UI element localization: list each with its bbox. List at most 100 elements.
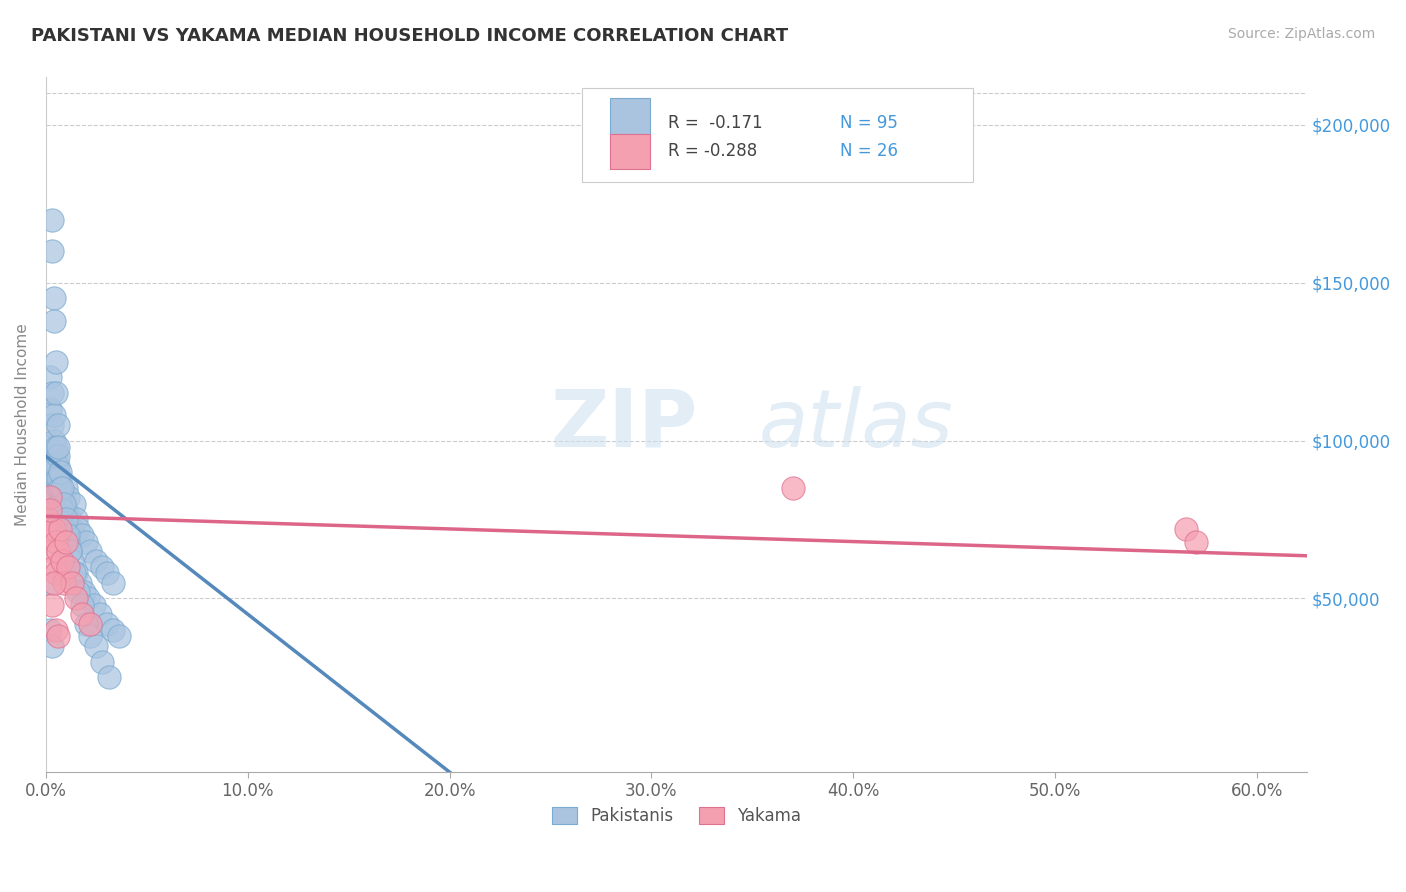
Point (55, 503, 77, 517)
Point (63, 497, 86, 511)
Point (96, 566, 118, 581)
Point (45, 450, 67, 464)
Point (79, 544, 101, 558)
Point (42, 497, 65, 511)
Point (83, 598, 105, 612)
Point (79, 616, 101, 631)
Text: R = -0.288: R = -0.288 (668, 143, 756, 161)
Point (46, 629, 69, 643)
Point (39, 575, 62, 590)
Point (49, 503, 72, 517)
Point (42, 434, 65, 448)
FancyBboxPatch shape (582, 87, 973, 182)
Point (89, 607, 111, 622)
Point (63, 566, 86, 581)
Point (101, 623, 124, 637)
Bar (610, 98, 650, 134)
Point (49, 481, 72, 495)
Point (101, 575, 124, 590)
Point (96, 616, 118, 631)
Point (86, 639, 108, 653)
Point (41, 639, 63, 653)
Point (53, 497, 76, 511)
Point (41, 212, 63, 227)
Point (46, 458, 69, 473)
Point (39, 481, 62, 495)
Point (39, 491, 62, 505)
Point (60, 553, 83, 567)
Point (59, 544, 82, 558)
Y-axis label: Median Household Income: Median Household Income (15, 324, 30, 526)
Point (42, 575, 65, 590)
Point (51, 512, 73, 526)
Point (37, 512, 59, 526)
Point (41, 598, 63, 612)
Text: R =  -0.171: R = -0.171 (668, 114, 762, 132)
Point (39, 623, 62, 637)
Point (56, 528, 79, 542)
Point (42, 292, 65, 306)
Point (45, 503, 67, 517)
Point (41, 417, 63, 432)
Point (51, 553, 73, 567)
Point (51, 503, 73, 517)
Point (60, 575, 83, 590)
Point (69, 575, 91, 590)
Point (39, 440, 62, 454)
Point (41, 244, 63, 258)
Point (55, 528, 77, 542)
Point (67, 522, 90, 536)
Point (46, 440, 69, 454)
Point (45, 458, 67, 473)
Point (782, 481, 804, 495)
Point (42, 512, 65, 526)
Point (65, 512, 87, 526)
Point (39, 401, 62, 416)
Point (91, 655, 114, 669)
Point (46, 417, 69, 432)
Bar (610, 134, 650, 169)
Point (39, 458, 62, 473)
Point (45, 534, 67, 549)
Point (45, 354, 67, 368)
Point (67, 585, 90, 599)
Point (45, 386, 67, 401)
Point (97, 670, 120, 684)
Point (41, 465, 63, 479)
Point (56, 491, 79, 505)
Point (37, 450, 59, 464)
Point (86, 553, 108, 567)
Point (72, 598, 94, 612)
Point (59, 512, 82, 526)
Point (45, 471, 67, 485)
Point (56, 559, 79, 574)
Text: ZIP: ZIP (550, 385, 697, 464)
Text: PAKISTANI VS YAKAMA MEDIAN HOUSEHOLD INCOME CORRELATION CHART: PAKISTANI VS YAKAMA MEDIAN HOUSEHOLD INC… (31, 27, 787, 45)
Point (53, 522, 76, 536)
Point (45, 440, 67, 454)
Legend: Pakistanis, Yakama: Pakistanis, Yakama (544, 798, 810, 833)
Point (1185, 534, 1208, 549)
Point (55, 534, 77, 549)
Point (65, 566, 87, 581)
Point (39, 503, 62, 517)
Point (45, 566, 67, 581)
Point (107, 629, 129, 643)
Text: Source: ZipAtlas.com: Source: ZipAtlas.com (1227, 27, 1375, 41)
Point (72, 528, 94, 542)
Point (51, 491, 73, 505)
Text: N = 95: N = 95 (841, 114, 898, 132)
Point (60, 522, 83, 536)
Point (45, 491, 67, 505)
Point (79, 629, 101, 643)
Point (55, 512, 77, 526)
Point (46, 497, 69, 511)
Point (42, 481, 65, 495)
Point (77, 591, 100, 606)
Point (39, 370, 62, 384)
Point (37, 471, 59, 485)
Point (73, 585, 96, 599)
Text: atlas: atlas (758, 385, 953, 464)
Point (41, 491, 63, 505)
Point (1174, 522, 1197, 536)
